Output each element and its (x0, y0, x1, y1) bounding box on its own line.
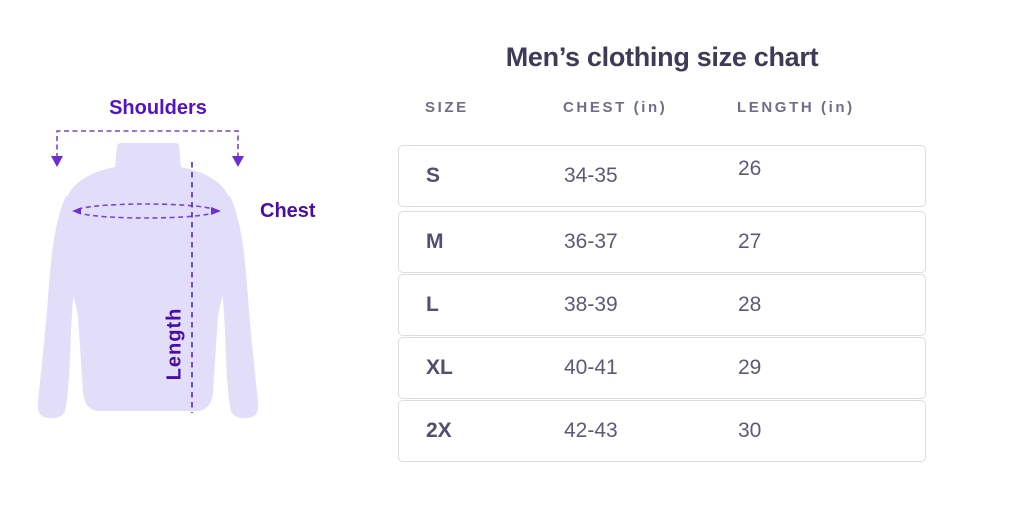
table-row: L 38-39 28 (398, 274, 926, 336)
length-value: 28 (738, 293, 762, 316)
chest-value: 38-39 (564, 293, 618, 316)
arrow-down-right-icon (232, 156, 244, 167)
length-value: 27 (738, 230, 762, 253)
size-value: M (426, 230, 444, 253)
chest-value: 36-37 (564, 230, 618, 253)
table-header-row: SIZE CHEST (in) LENGTH (in) (425, 99, 926, 116)
length-value: 29 (738, 356, 762, 379)
chest-arrow-right-icon (211, 207, 221, 215)
length-label: Length (163, 307, 186, 381)
shoulders-label: Shoulders (109, 97, 207, 119)
shoulders-measure-bracket (56, 130, 239, 158)
table-row: 2X 42-43 30 (398, 400, 926, 462)
table-row: S 34-35 26 (398, 145, 926, 207)
arrow-down-left-icon (51, 156, 63, 167)
chest-label: Chest (260, 200, 316, 222)
length-value: 26 (738, 157, 762, 180)
size-value: 2X (426, 419, 452, 442)
table-row: XL 40-41 29 (398, 337, 926, 399)
chart-title: Men’s clothing size chart (505, 42, 819, 72)
shirt-body (60, 143, 236, 411)
chest-value: 42-43 (564, 419, 618, 442)
column-header-length: LENGTH (in) (737, 99, 855, 116)
chest-value: 40-41 (564, 356, 618, 379)
column-header-chest: CHEST (in) (563, 99, 668, 116)
chest-arrow-left-icon (72, 207, 81, 215)
size-value: S (426, 164, 441, 187)
length-value: 30 (738, 419, 762, 442)
chest-value: 34-35 (564, 164, 618, 187)
shirt-illustration (37, 130, 259, 419)
size-chart-table: Men’s clothing size chart SIZE CHEST (in… (398, 0, 926, 514)
size-value: L (426, 293, 439, 316)
table-body: S 34-35 26 M 36-37 27 L 38-39 28 XL 40-4… (398, 145, 926, 463)
table-row: M 36-37 27 (398, 211, 926, 273)
size-value: XL (426, 356, 453, 379)
column-header-size: SIZE (425, 99, 469, 116)
